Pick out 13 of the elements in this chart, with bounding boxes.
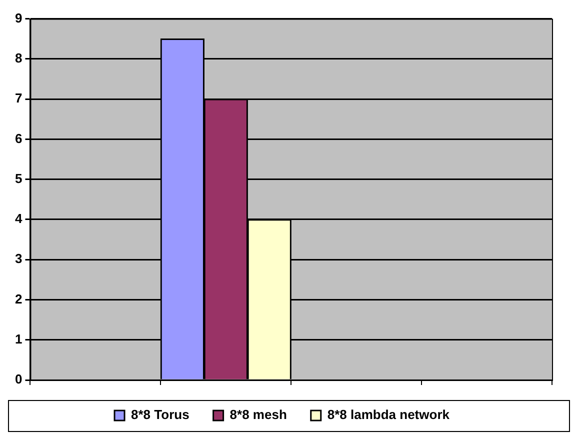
y-tick-label: 9 [14, 10, 22, 26]
y-tick-label: 6 [14, 130, 22, 146]
y-tick-label: 4 [14, 211, 23, 226]
legend-label: 8*8 lambda network [327, 407, 450, 422]
y-tick-label: 8 [14, 50, 22, 66]
y-tick-label: 3 [14, 251, 22, 266]
y-tick-label: 7 [14, 90, 22, 106]
y-tick-label: 1 [14, 331, 22, 346]
y-tick-label: 5 [14, 170, 22, 186]
y-tick-label: 0 [14, 372, 22, 387]
legend-label: 8*8 Torus [131, 407, 190, 422]
legend-label: 8*8 mesh [230, 407, 287, 422]
y-tick-label: 2 [14, 291, 22, 306]
